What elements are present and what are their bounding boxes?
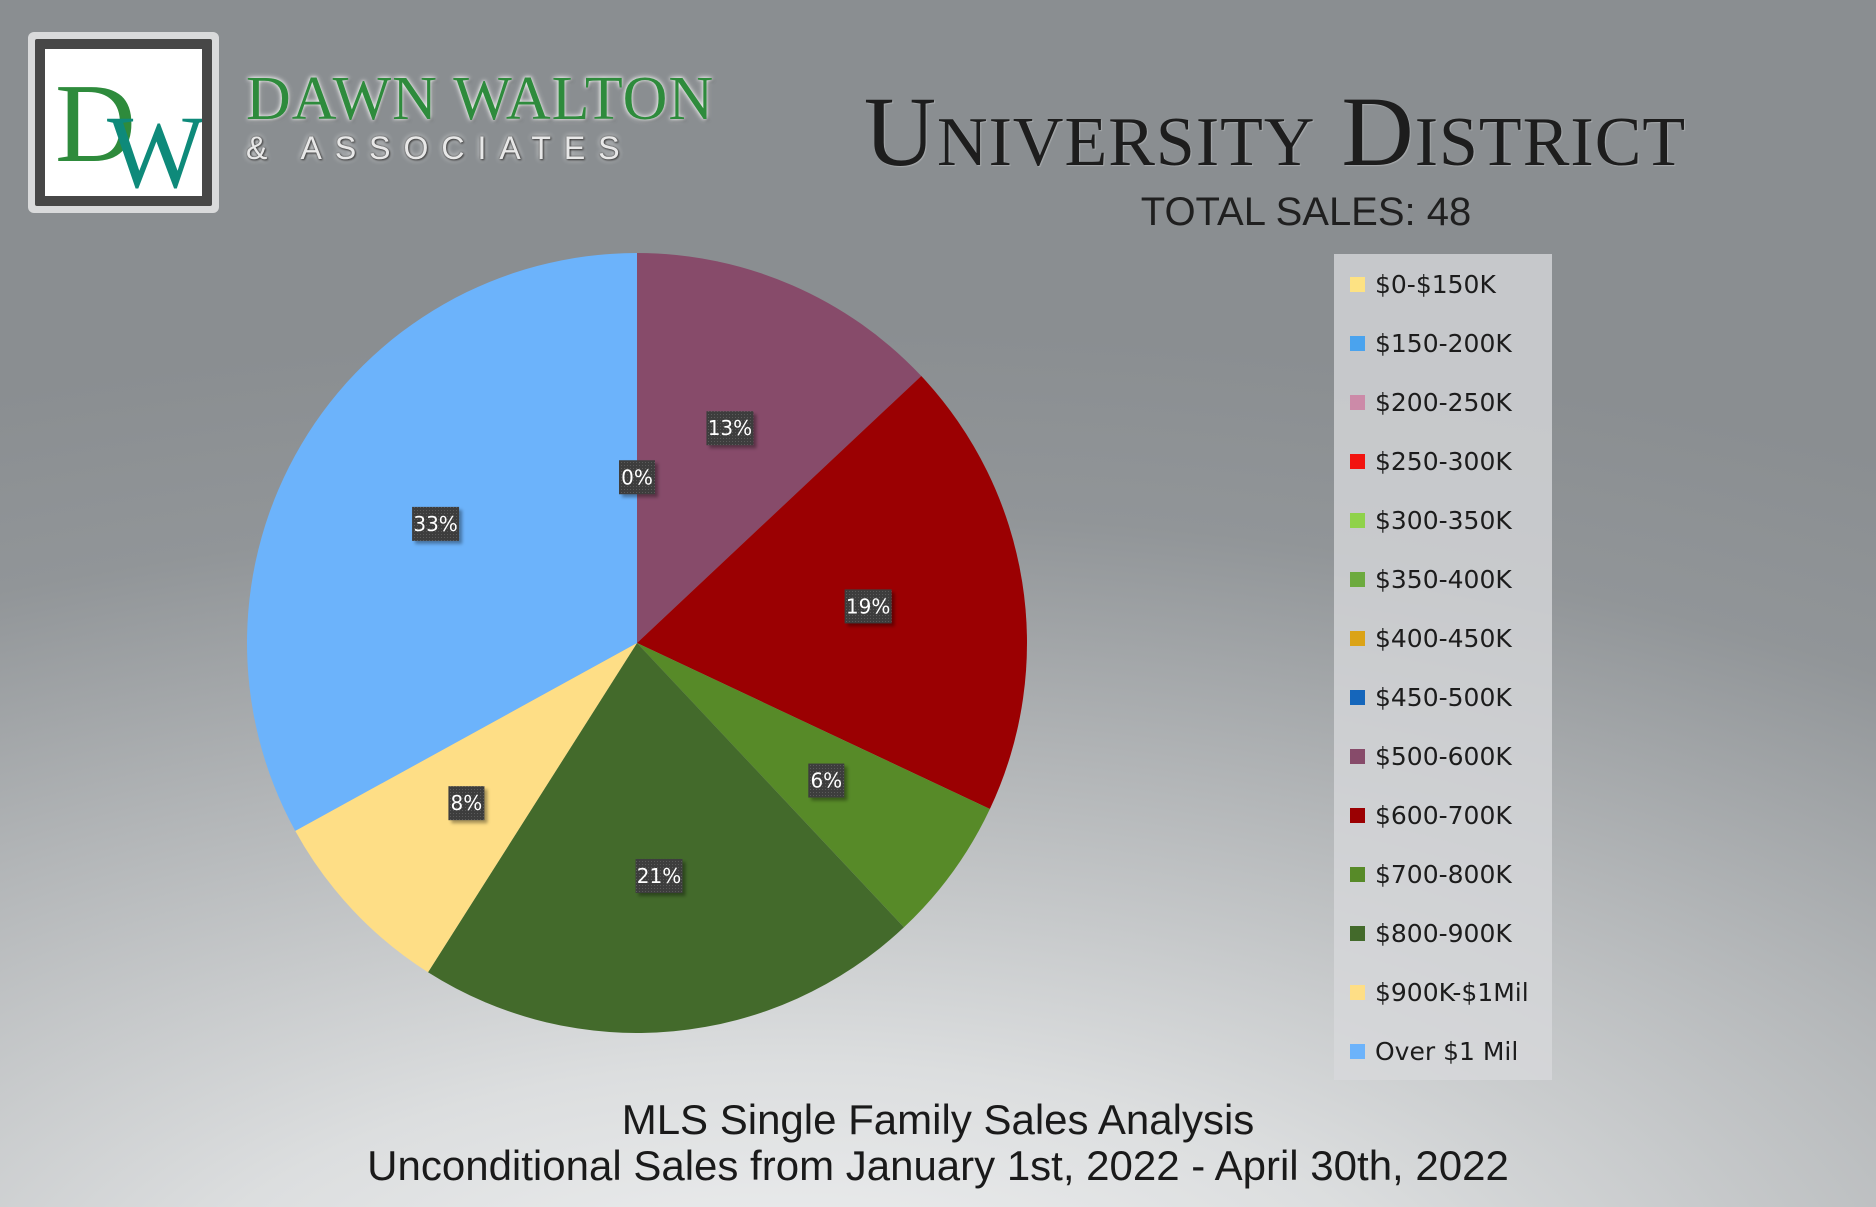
logo-border: D W [35,39,212,206]
data-label-450-500k: 0% [619,460,655,495]
legend-label: $250-300K [1375,446,1512,476]
page-title: University District [863,76,1687,187]
data-label-text: 0% [621,465,653,489]
data-label-text: 21% [637,864,681,888]
chart-legend: $0-$150K $150-200K $200-250K $250-300K $300-… [1334,254,1552,1080]
data-label-800-900k: 21% [635,858,683,893]
legend-swatch [1350,630,1365,646]
total-sales: TOTAL SALES: 48 [1140,190,1472,234]
data-label-500-600k: 13% [706,411,754,446]
legend-label: $900K-$1Mil [1375,977,1529,1007]
data-label-text: 8% [451,791,483,815]
legend-label: $350-400K [1375,564,1512,594]
pie-data-labels: 0% 13% 19% 6% 21% 8% 33% [412,411,892,893]
legend-label: $150-200K [1375,328,1512,358]
legend-item-150-200k: $150-200K [1350,328,1512,358]
legend-swatch [1350,512,1365,528]
legend-label: $600-700K [1375,800,1512,830]
chart-subtitle: MLS Single Family Sales Analysis [621,1096,1255,1143]
brand-name: DAWN WALTON [246,65,715,133]
legend-swatch [1350,807,1365,823]
legend-swatch [1350,866,1365,882]
logo-monogram-d: D [55,62,136,186]
legend-label: $500-600K [1375,741,1512,771]
legend-item-0-150k: $0-$150K [1350,269,1496,299]
pie-slice-over-1-mil [246,253,637,831]
pie-slices [246,253,1027,1033]
data-label-text: 19% [846,594,890,618]
legend-swatch [1350,571,1365,587]
pie-slice-500-600k [637,253,922,643]
data-label-box [619,460,655,495]
legend-swatch [1350,748,1365,764]
date-range: Unconditional Sales from January 1st, 20… [367,1142,1509,1189]
data-label-900k-1mil: 8% [448,786,485,821]
legend-item-800-900k: $800-900K [1350,918,1512,948]
data-label-text: 6% [810,769,842,793]
legend-swatch [1350,1043,1365,1059]
legend-item-over-1-mil: Over $1 Mil [1350,1036,1518,1066]
legend-swatch [1350,925,1365,941]
legend-swatch [1350,276,1365,292]
logo-monogram-w: W [107,95,202,196]
legend-swatch [1350,335,1365,351]
data-label-box [635,858,683,893]
legend-swatch [1350,453,1365,469]
legend-item-200-250k: $200-250K [1350,387,1512,417]
pie-slice-800-900k [428,643,904,1033]
legend-label: $300-350K [1375,505,1512,535]
legend-swatch [1350,984,1365,1000]
legend-swatch [1350,689,1365,705]
data-label-over-1-mil: 33% [412,506,460,541]
brand-tagline: & ASSOCIATES [246,130,633,166]
legend-label: $0-$150K [1375,269,1496,299]
logo-frame: D W [28,32,219,213]
pie-slice-600-700k [637,376,1027,810]
data-label-600-700k: 19% [844,589,892,624]
data-label-box [808,763,845,798]
logo-monogram: D W [55,62,202,196]
data-label-box [706,411,754,446]
legend-item-450-500k: $450-500K [1350,682,1512,712]
data-label-text: 13% [708,416,752,440]
legend-label: $700-800K [1375,859,1512,889]
legend-item-900k-1mil: $900K-$1Mil [1350,977,1529,1007]
legend-item-700-800k: $700-800K [1350,859,1512,889]
legend-swatch [1350,394,1365,410]
data-label-700-800k: 6% [808,763,845,798]
legend-item-600-700k: $600-700K [1350,800,1512,830]
legend-label: $400-450K [1375,623,1512,653]
legend-item-300-350k: $300-350K [1350,505,1512,535]
legend-item-250-300k: $250-300K [1350,446,1512,476]
legend-label: $450-500K [1375,682,1512,712]
logo-monogram-tile: D W [45,49,202,196]
legend-label: $800-900K [1375,918,1512,948]
legend-label: Over $1 Mil [1375,1036,1519,1066]
data-label-box [412,506,460,541]
legend-item-350-400k: $350-400K [1350,564,1512,594]
data-label-text: 33% [413,512,457,536]
legend-label: $200-250K [1375,387,1512,417]
legend-item-400-450k: $400-450K [1350,623,1512,653]
data-label-box [448,786,485,821]
legend-item-500-600k: $500-600K [1350,741,1512,771]
data-label-box [844,589,892,624]
